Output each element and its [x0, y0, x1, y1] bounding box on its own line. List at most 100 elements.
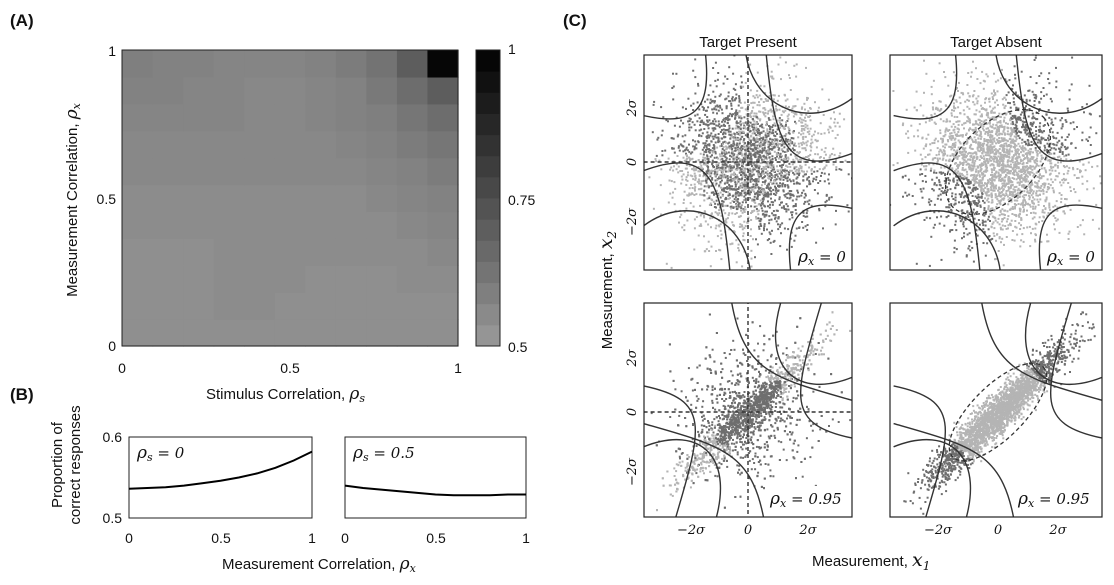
heatmap-cell	[305, 292, 336, 320]
scatter-point	[731, 188, 733, 190]
scatter-point	[1044, 149, 1046, 151]
scatter-point	[710, 271, 712, 273]
scatter-point	[677, 155, 679, 157]
scatter-point	[1018, 203, 1020, 205]
scatter-point	[708, 151, 710, 153]
scatter-point	[788, 140, 790, 142]
scatter-point	[1022, 206, 1024, 208]
scatter-point	[1007, 203, 1009, 205]
scatter-point	[774, 157, 776, 159]
scatter-point	[786, 197, 788, 199]
scatter-point	[781, 207, 783, 209]
scatter-point	[1043, 186, 1045, 188]
scatter-point	[1079, 160, 1081, 162]
scatter-point	[777, 169, 779, 171]
scatter-point	[939, 188, 941, 190]
scatter-point	[954, 126, 956, 128]
scatter-point	[980, 105, 982, 107]
scatter-point	[1034, 241, 1036, 243]
scatter-point	[1070, 190, 1072, 192]
scatter-point	[929, 120, 931, 122]
scatter-point	[810, 146, 812, 148]
scatter-point	[1019, 245, 1021, 247]
scatter-point	[982, 220, 984, 222]
scatter-point	[939, 132, 941, 134]
scatter-point	[1003, 182, 1005, 184]
scatter-point	[813, 171, 815, 173]
scatter-point	[753, 201, 755, 203]
scatter-point	[735, 83, 737, 85]
scatter-point	[778, 64, 780, 66]
scatter-point	[1044, 145, 1046, 147]
scatter-point	[976, 134, 978, 136]
scatter-point	[981, 71, 983, 73]
scatter-point	[769, 156, 771, 158]
scatter-point	[725, 117, 727, 119]
heatmap-cell	[244, 185, 275, 213]
scatter-point	[949, 159, 951, 161]
scatter-point	[706, 248, 708, 250]
heatmap-cell	[244, 319, 275, 347]
scatter-point	[767, 151, 769, 153]
scatter-point	[710, 265, 712, 267]
scatter-point	[966, 164, 968, 166]
scatter-point	[757, 213, 759, 215]
scatter-point	[956, 158, 958, 160]
scatter-point	[947, 215, 949, 217]
scatter-point	[1013, 101, 1015, 103]
scatter-point	[991, 171, 993, 173]
scatter-point	[1001, 238, 1003, 240]
scatter-point	[752, 149, 754, 151]
scatter-point	[693, 168, 695, 170]
scatter-point	[944, 134, 946, 136]
scatter-point	[727, 175, 729, 177]
scatter-point	[767, 170, 769, 172]
scatter-point	[1039, 173, 1041, 175]
scatter-point	[715, 250, 717, 252]
scatter-point	[1073, 128, 1075, 130]
scatter-point	[749, 168, 751, 170]
scatter-point	[1008, 144, 1010, 146]
scatter-point	[715, 120, 717, 122]
scatter-point	[991, 199, 993, 201]
scatter-point	[784, 194, 786, 196]
scatter-point	[734, 178, 736, 180]
heatmap-cell	[122, 265, 153, 293]
heatmap-cell	[122, 158, 153, 186]
scatter-point	[708, 124, 710, 126]
scatter-point	[713, 194, 715, 196]
scatter-point	[925, 156, 927, 158]
scatter-point	[689, 159, 691, 161]
scatter-point	[1019, 211, 1021, 213]
scatter-point	[757, 141, 759, 143]
scatter-point	[708, 285, 710, 287]
scatter-point	[756, 122, 758, 124]
scatter-point	[692, 178, 694, 180]
heatmap-cell	[214, 319, 245, 347]
scatter-point	[974, 213, 976, 215]
scatter-point	[705, 220, 707, 222]
scatter-point	[688, 124, 690, 126]
scatter-point	[757, 104, 759, 106]
scatter-point	[966, 106, 968, 108]
scatter-point	[998, 164, 1000, 166]
scatter-point	[1006, 127, 1008, 129]
scatter-point	[698, 159, 700, 161]
scatter-point	[974, 162, 976, 164]
scatter-point	[1003, 180, 1005, 182]
scatter-point	[721, 155, 723, 157]
scatter-point	[791, 170, 793, 172]
scatter-point	[1014, 203, 1016, 205]
scatter-point	[735, 239, 737, 241]
scatter-point	[924, 219, 926, 221]
scatter-point	[722, 112, 724, 114]
scatter-point	[1020, 151, 1022, 153]
scatter-point	[795, 235, 797, 237]
scatter-point	[820, 175, 822, 177]
scatter-point	[738, 131, 740, 133]
scatter-point	[722, 205, 724, 207]
scatter-point	[800, 121, 802, 123]
scatter-point	[1021, 71, 1023, 73]
scatter-point	[696, 120, 698, 122]
scatter-point	[733, 201, 735, 203]
